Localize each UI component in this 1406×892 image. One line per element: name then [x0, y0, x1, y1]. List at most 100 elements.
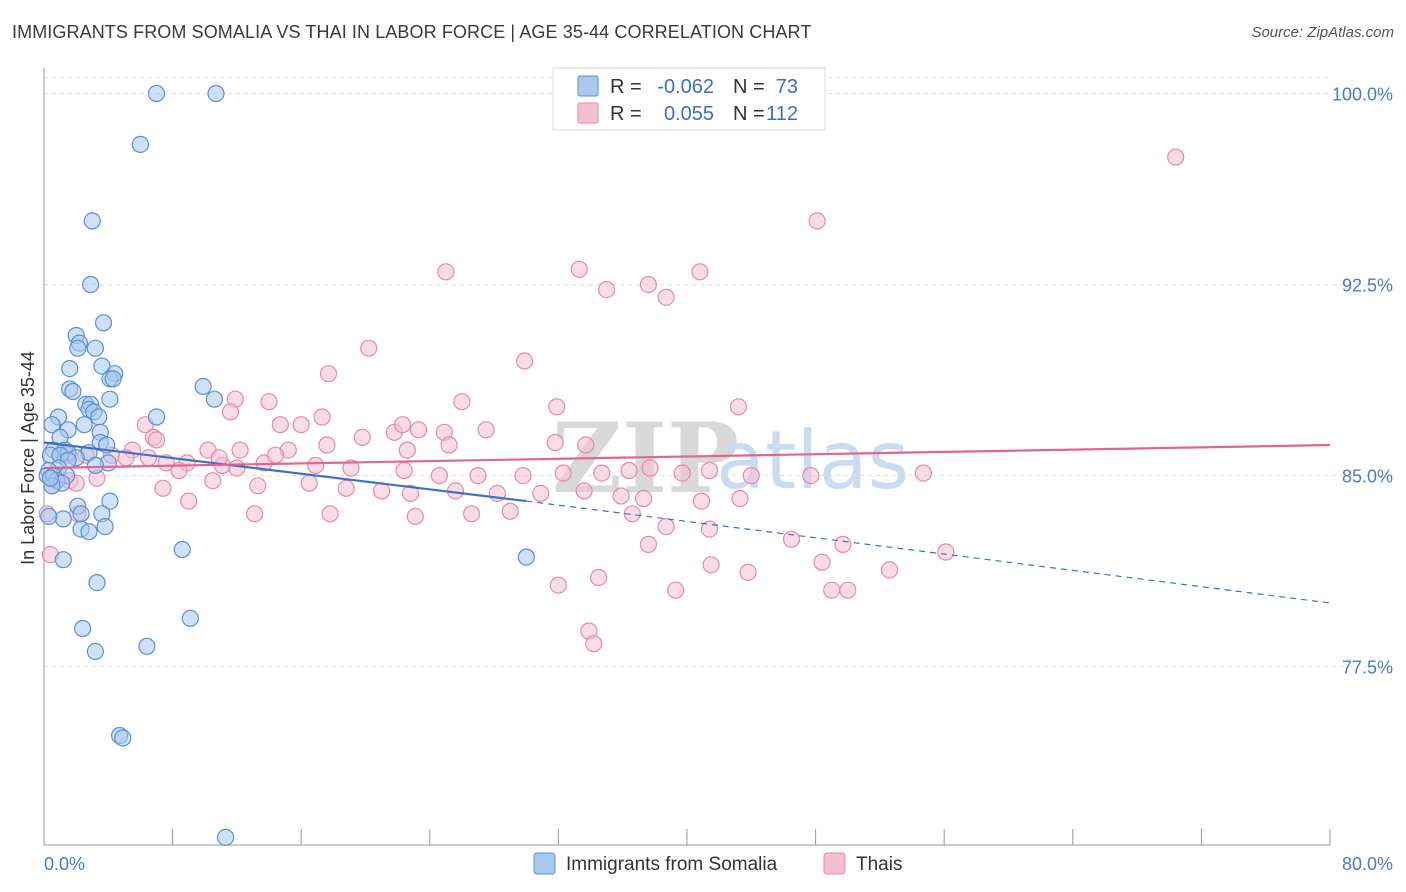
series-legend-label-thai: Thais [856, 854, 902, 875]
thai-point [739, 563, 757, 582]
legend-r-value-somalia: -0.062 [657, 76, 714, 98]
somalia-point [207, 84, 225, 103]
legend-r-label-thai: R = [610, 103, 642, 125]
somalia-trend-dashed [526, 500, 1331, 604]
thai-point [634, 489, 653, 508]
somalia-point [104, 370, 122, 388]
thai-point [515, 352, 534, 370]
thai-point [319, 365, 338, 383]
legend-n-value-thai: 112 [766, 103, 798, 125]
thai-point [398, 441, 416, 459]
somalia-point [147, 408, 166, 426]
thai-trend [43, 443, 1331, 470]
thai-point [401, 484, 420, 502]
y-tick-label: 92.5% [1342, 276, 1393, 296]
thai-point [313, 408, 331, 426]
somalia-point [75, 416, 93, 434]
thai-point [395, 461, 413, 480]
tick-labels: 100.0% 92.5% 85.0% 77.5% 0.0% 80.0% [44, 84, 1393, 874]
thai-point [406, 507, 424, 526]
somalia-point [81, 275, 100, 294]
thai-point [914, 464, 932, 482]
thai-point [246, 505, 264, 523]
thai-point [532, 484, 550, 502]
somalia-point [88, 573, 106, 592]
thai-point [469, 467, 487, 485]
somalia-point [194, 377, 212, 395]
thai-point [318, 436, 336, 454]
thai-point [548, 398, 566, 416]
somalia-point [173, 540, 191, 559]
legend-swatch-somalia [577, 75, 599, 97]
somalia-point [138, 637, 156, 655]
thai-point [271, 416, 289, 434]
thai-point [839, 581, 857, 599]
somalia-point [181, 609, 199, 627]
thai-point [742, 467, 760, 485]
thai-point [673, 464, 691, 482]
thai-point [147, 431, 166, 449]
thai-point [514, 467, 532, 485]
y-tick-label: 77.5% [1342, 658, 1393, 678]
thai-point [692, 492, 711, 510]
thai-point [702, 556, 720, 574]
somalia-points [38, 84, 535, 847]
thai-point [700, 461, 719, 480]
x-tick-label: 80.0% [1342, 854, 1393, 874]
series-legend-label-somalia: Immigrants from Somalia [566, 854, 778, 875]
thai-point [593, 464, 611, 482]
thai-point [353, 428, 371, 446]
thai-point [623, 505, 641, 523]
somalia-point [86, 456, 105, 474]
series-legend-swatch-somalia [533, 852, 556, 875]
x-tick-label: 0.0% [44, 854, 85, 874]
somalia-point [217, 828, 235, 847]
somalia-point [101, 492, 119, 510]
watermark-atlas: atlas [716, 414, 909, 507]
somalia-point [131, 135, 149, 153]
thai-point [802, 467, 820, 485]
somalia-point [69, 339, 87, 357]
somalia-point [96, 517, 114, 536]
thai-point [549, 576, 568, 594]
chart-title: IMMIGRANTS FROM SOMALIA VS THAI IN LABOR… [12, 22, 812, 42]
somalia-point [205, 390, 223, 408]
thai-point [477, 421, 495, 439]
thai-point [393, 416, 412, 434]
thai-point [249, 477, 267, 495]
stats-legend: R = -0.062 N = 73 R = 0.055 N = 112 [552, 67, 826, 131]
somalia-point [86, 642, 105, 661]
legend-n-label-somalia: N = [733, 76, 765, 98]
trend-lines [43, 441, 1331, 604]
y-tick-label: 85.0% [1342, 467, 1393, 487]
thai-point [321, 505, 339, 523]
legend-r-label-somalia: R = [610, 76, 642, 98]
thai-point [337, 479, 355, 497]
thai-point [639, 535, 658, 554]
thai-point [657, 288, 675, 306]
thai-point [834, 535, 852, 554]
legend-n-value-somalia: 73 [776, 76, 798, 98]
somalia-point [41, 469, 60, 487]
thai-point [577, 436, 595, 454]
legend-n-label-thai: N = [733, 103, 765, 125]
thai-point [880, 561, 899, 579]
thai-point [570, 260, 588, 278]
thai-point [589, 568, 608, 587]
somalia-trend-solid [43, 441, 527, 503]
series-legend-swatch-thai [823, 852, 846, 875]
thai-point [575, 482, 593, 500]
somalia-point [517, 548, 535, 566]
somalia-point [86, 339, 105, 357]
thai-point [639, 275, 658, 294]
thai-point [620, 461, 638, 480]
thai-point [437, 263, 455, 281]
somalia-point [72, 505, 90, 523]
somalia-point [90, 408, 108, 426]
thai-point [937, 543, 955, 561]
thai-point [409, 421, 428, 439]
thai-point [180, 492, 198, 510]
thai-point [440, 436, 458, 454]
thai-point [260, 393, 278, 411]
